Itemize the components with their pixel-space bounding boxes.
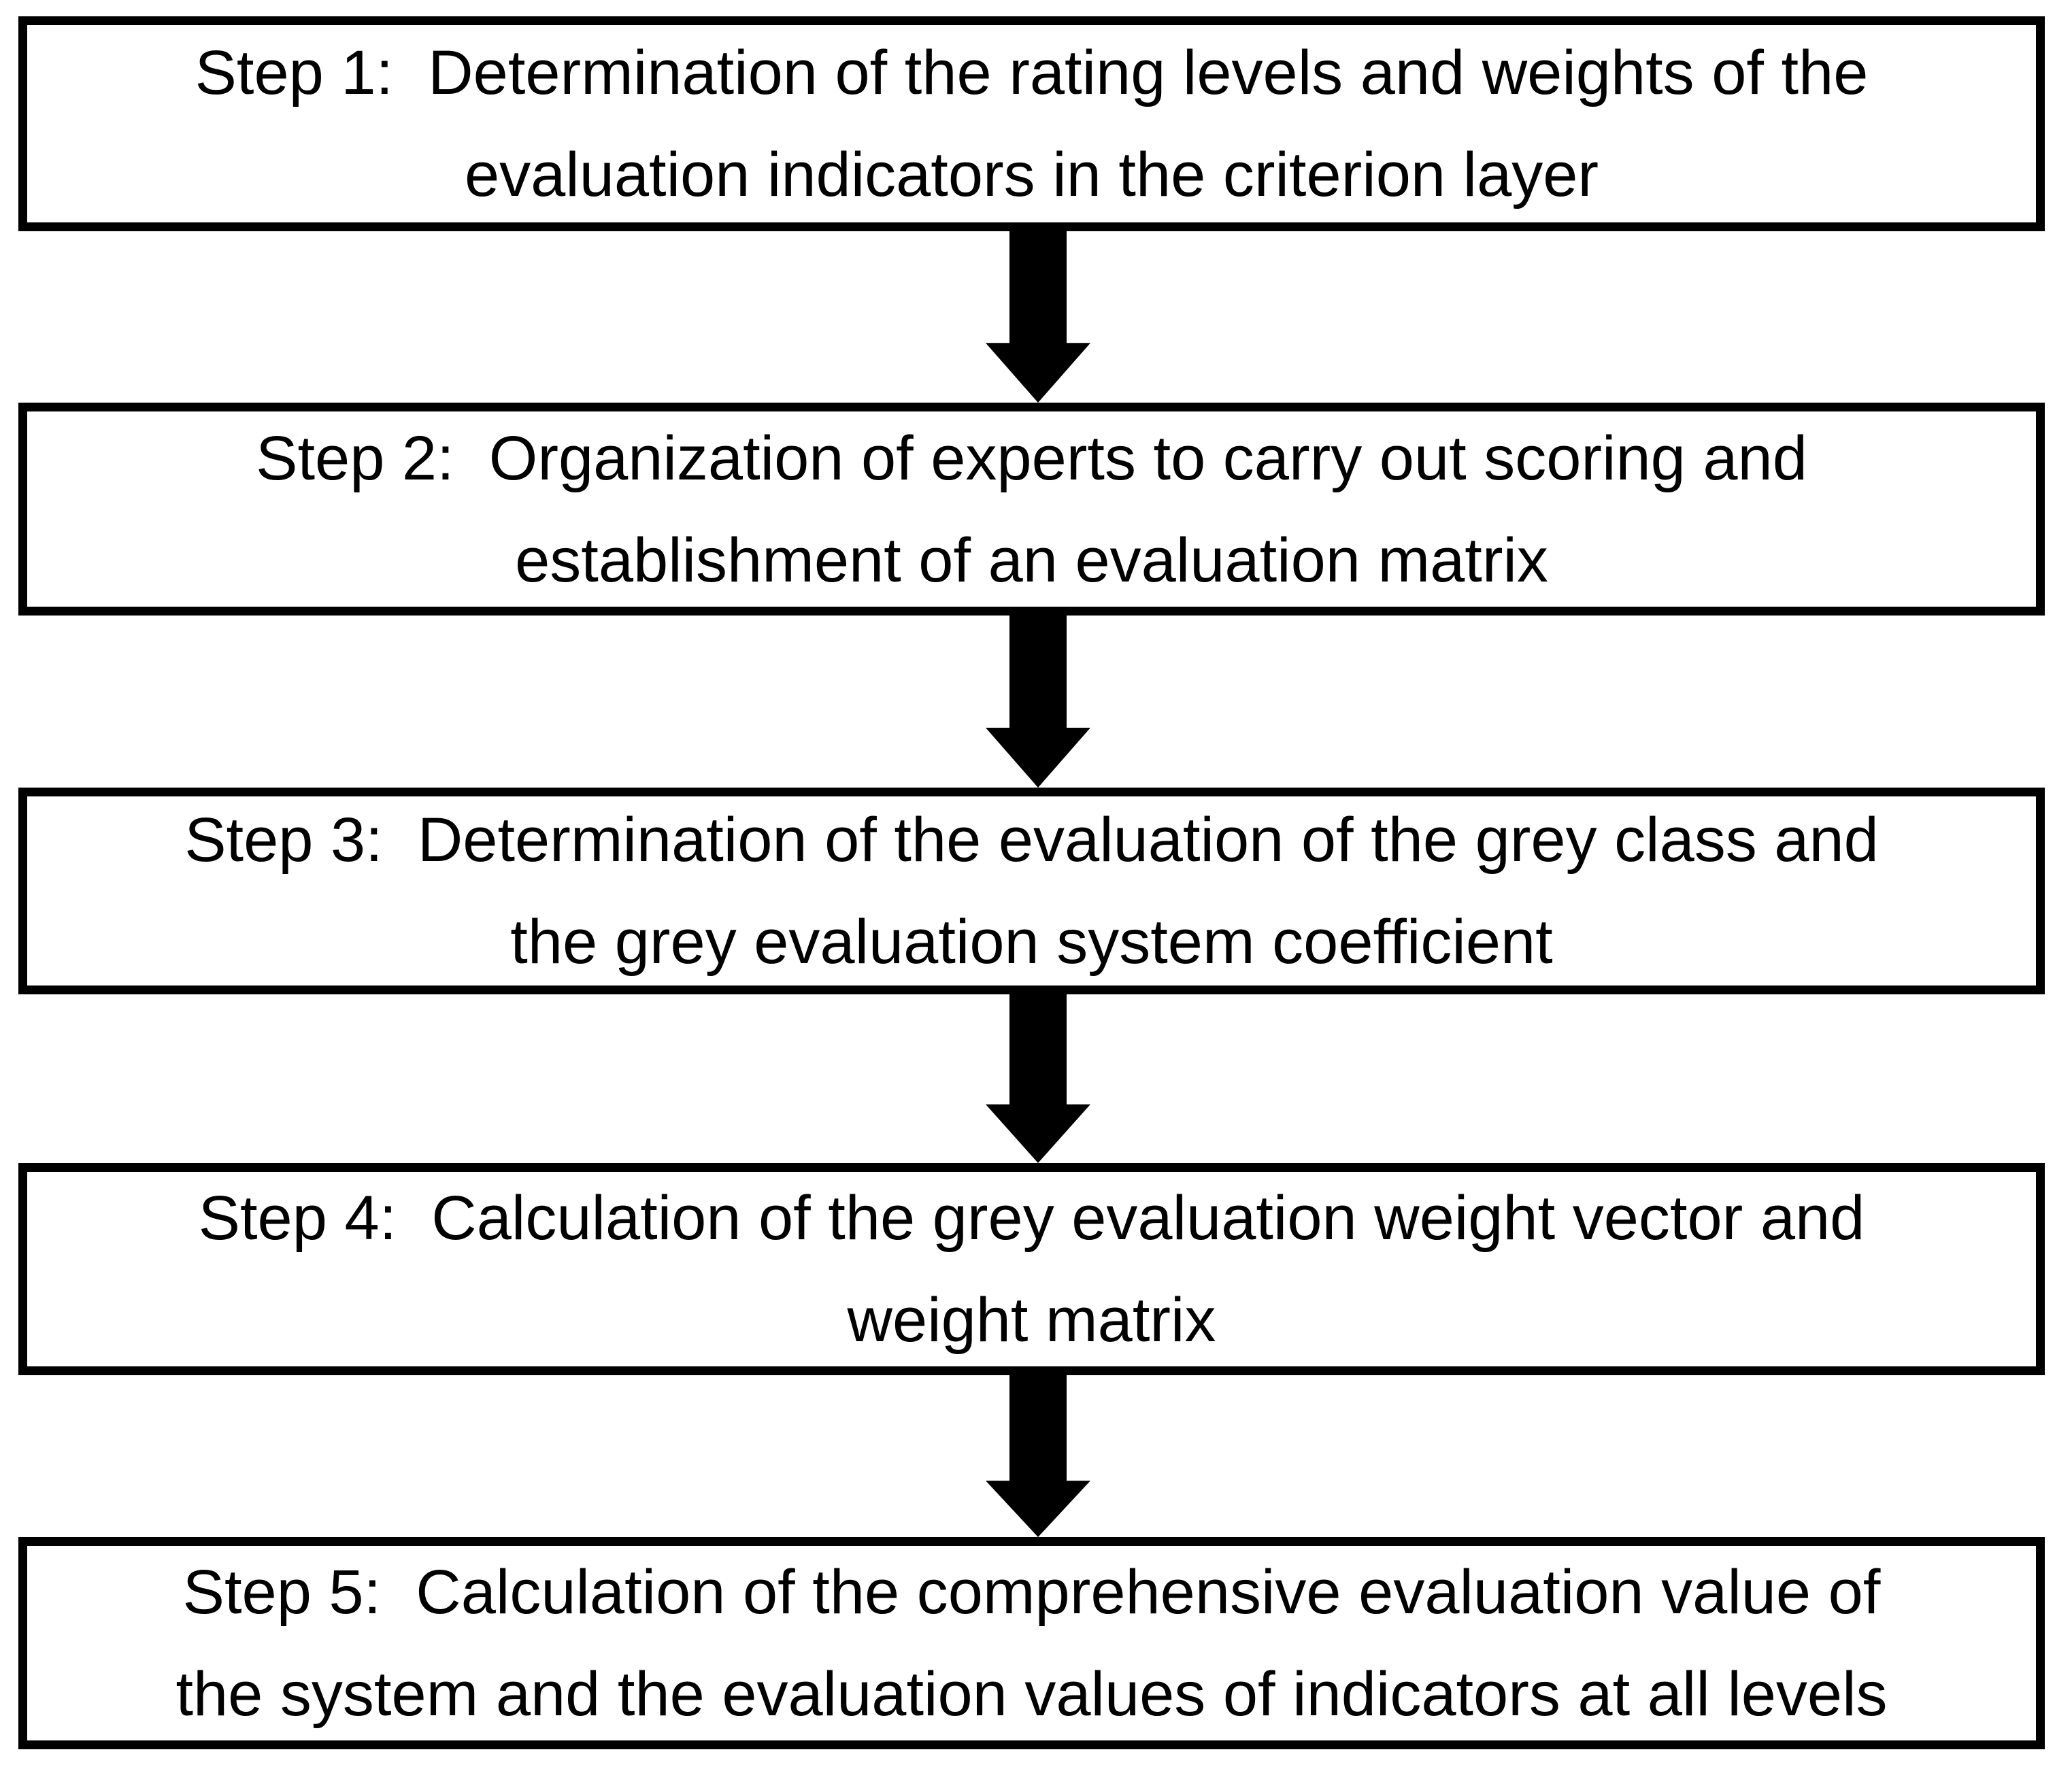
step-1-line-2: evaluation indicators in the criterion l…: [464, 140, 1599, 209]
step-2-box: Step 2: Organization of experts to carry…: [18, 403, 2045, 616]
step-3-line-1: Step 3: Determination of the evaluation …: [184, 805, 1879, 875]
step-4-box: Step 4: Calculation of the grey evaluati…: [18, 1163, 2045, 1375]
step-1-line-1: Step 1: Determination of the rating leve…: [195, 38, 1869, 107]
step-4-line-2: weight matrix: [847, 1285, 1216, 1355]
step-1-box: Step 1: Determination of the rating leve…: [18, 16, 2045, 231]
step-3-box: Step 3: Determination of the evaluation …: [18, 788, 2045, 994]
step-2-line-1: Step 2: Organization of experts to carry…: [256, 423, 1807, 493]
down-arrow-icon: [986, 994, 1090, 1163]
step-5-line-2: the system and the evaluation values of …: [176, 1660, 1888, 1729]
down-arrow-icon: [986, 1375, 1090, 1537]
step-2-line-2: establishment of an evaluation matrix: [515, 525, 1548, 595]
down-arrow-shape: [986, 231, 1090, 403]
down-arrow-shape: [986, 994, 1090, 1163]
step-5-box: Step 5: Calculation of the comprehensive…: [18, 1537, 2045, 1749]
step-5-line-1: Step 5: Calculation of the comprehensive…: [182, 1557, 1881, 1627]
down-arrow-icon: [986, 231, 1090, 403]
down-arrow-shape: [986, 616, 1090, 788]
down-arrow-shape: [986, 1375, 1090, 1537]
step-4-line-1: Step 4: Calculation of the grey evaluati…: [198, 1183, 1865, 1253]
step-3-line-2: the grey evaluation system coefficient: [510, 907, 1553, 977]
down-arrow-icon: [986, 616, 1090, 788]
